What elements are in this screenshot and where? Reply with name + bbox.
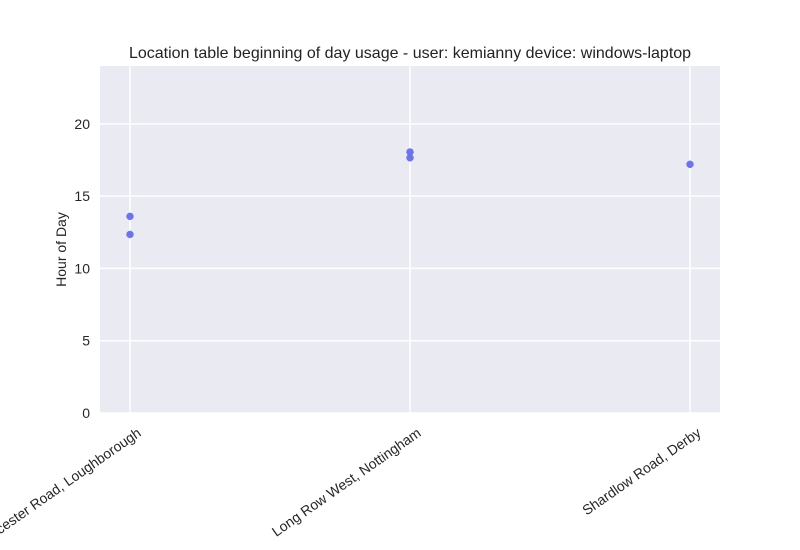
- y-tick-label: 0: [82, 405, 90, 421]
- x-tick-labels: Leicester Road, Loughborough Long Row Wes…: [0, 424, 704, 547]
- y-tick-label: 10: [74, 260, 90, 276]
- scatter-point: [126, 230, 134, 239]
- grid-lines: [100, 66, 720, 414]
- scatter-point: [406, 154, 414, 162]
- y-axis-label: Hour of Day: [53, 212, 69, 287]
- x-tick-label: Leicester Road, Loughborough: [0, 424, 144, 547]
- chart-title: Location table beginning of day usage - …: [129, 45, 691, 62]
- data-points: [126, 148, 694, 239]
- y-tick-labels: 0 5 10 15 20: [74, 116, 90, 421]
- scatter-point: [686, 160, 694, 169]
- x-tick-label: Long Row West, Nottingham: [269, 424, 424, 539]
- x-tick-label: Shardlow Road, Derby: [579, 424, 704, 518]
- y-tick-label: 20: [74, 116, 90, 132]
- scatter-point: [126, 212, 134, 221]
- y-tick-label: 5: [82, 333, 90, 349]
- y-tick-label: 15: [74, 188, 90, 204]
